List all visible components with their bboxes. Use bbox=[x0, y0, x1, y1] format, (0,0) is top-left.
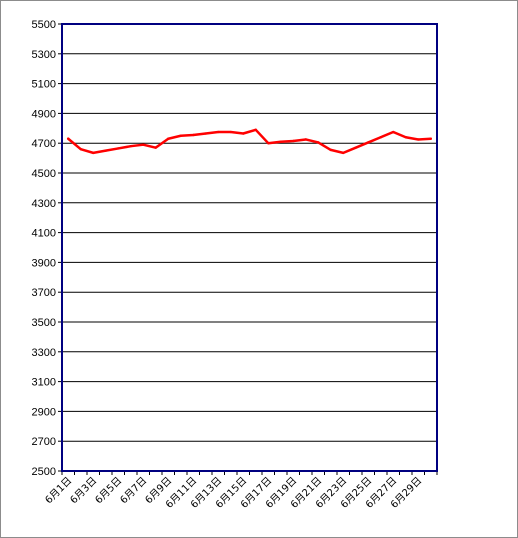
data-point bbox=[392, 130, 395, 134]
x-tick-label: 6月1日 bbox=[43, 475, 75, 507]
data-point bbox=[204, 132, 207, 135]
data-point bbox=[292, 139, 295, 143]
data-point bbox=[92, 151, 95, 155]
data-point bbox=[267, 142, 270, 145]
y-axis-ticks: 2500 2700 2900 3100 3300 3500 3700 3900 4100 4300… bbox=[32, 19, 62, 478]
data-point bbox=[142, 143, 145, 146]
y-tick-label: 5100 bbox=[32, 79, 56, 91]
data-point bbox=[229, 130, 232, 134]
data-point bbox=[304, 138, 307, 141]
data-point bbox=[104, 149, 107, 152]
data-point bbox=[404, 136, 407, 139]
data-point bbox=[67, 137, 70, 140]
data-point bbox=[429, 137, 432, 140]
data-point bbox=[354, 146, 357, 149]
y-tick-label: 3900 bbox=[32, 257, 56, 269]
series-line bbox=[67, 128, 432, 155]
data-point bbox=[129, 144, 132, 148]
data-point bbox=[279, 140, 282, 143]
y-tick-label: 5500 bbox=[32, 19, 56, 31]
y-tick-label: 4100 bbox=[32, 228, 56, 240]
x-tick-label: 6月5日 bbox=[93, 475, 125, 507]
y-tick-label: 4300 bbox=[32, 198, 56, 210]
y-tick-label: 5300 bbox=[32, 49, 56, 61]
x-axis-ticks: 6月1日6月3日6月5日6月7日6月9日6月11日6月13日6月15日6月17日… bbox=[43, 471, 438, 511]
y-tick-label: 3300 bbox=[32, 347, 56, 359]
y-tick-label: 3500 bbox=[32, 317, 56, 329]
data-point bbox=[379, 136, 382, 139]
y-tick-label: 2500 bbox=[32, 466, 56, 478]
y-tick-label: 2700 bbox=[32, 436, 56, 448]
data-point bbox=[329, 148, 332, 152]
y-tick-label: 3700 bbox=[32, 287, 56, 299]
y-tick-label: 4500 bbox=[32, 168, 56, 180]
data-point bbox=[317, 141, 320, 144]
data-point bbox=[367, 141, 370, 144]
y-tick-label: 2900 bbox=[32, 406, 56, 418]
data-point bbox=[417, 138, 420, 141]
y-tick-label: 3100 bbox=[32, 377, 56, 389]
x-tick-label: 6月3日 bbox=[68, 475, 100, 507]
data-point bbox=[254, 128, 257, 131]
data-point bbox=[342, 151, 345, 155]
y-tick-label: 4900 bbox=[32, 108, 56, 120]
gridlines bbox=[62, 53, 437, 442]
series-layer bbox=[67, 128, 432, 155]
plot-area-border bbox=[61, 23, 438, 472]
x-tick-label: 6月7日 bbox=[118, 475, 150, 507]
data-point bbox=[179, 134, 182, 137]
data-point bbox=[154, 146, 157, 149]
y-tick-label: 4700 bbox=[32, 138, 56, 150]
data-point bbox=[79, 147, 82, 151]
data-point bbox=[192, 133, 195, 137]
data-point bbox=[167, 137, 170, 140]
data-point bbox=[242, 132, 245, 135]
data-point bbox=[217, 130, 220, 134]
data-point bbox=[117, 147, 120, 150]
